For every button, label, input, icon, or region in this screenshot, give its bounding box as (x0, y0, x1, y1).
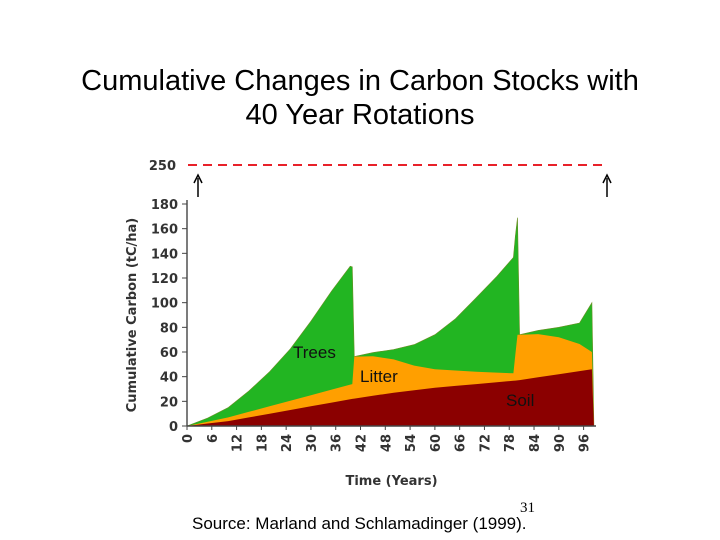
y-axis-title: Cumulative Carbon (tC/ha) (125, 218, 140, 412)
y-tick-label: 120 (151, 272, 178, 287)
slide-title: Cumulative Changes in Carbon Stocks with… (0, 64, 720, 132)
x-tick-label: 90 (553, 434, 568, 452)
x-tick-label: 66 (454, 434, 469, 452)
x-tick-label: 36 (330, 434, 345, 452)
y-tick-label: 140 (151, 247, 178, 262)
x-tick-label: 18 (255, 434, 270, 452)
y-tick-label: 80 (160, 321, 178, 336)
x-tick-label: 12 (231, 434, 246, 452)
y-tick-label: 100 (151, 297, 178, 312)
x-tick-label: 6 (206, 434, 221, 443)
annotation-soil: Soil (506, 391, 534, 410)
y-tick-label: 160 (151, 223, 178, 238)
y-tick-label: 40 (160, 371, 178, 386)
y-tick-label: 60 (160, 346, 178, 361)
slide-title-line1: Cumulative Changes in Carbon Stocks with (81, 65, 639, 97)
reference-arrow-left-head (193, 173, 203, 184)
y-tick-label: 20 (160, 395, 178, 410)
x-tick-label: 54 (404, 434, 419, 452)
x-tick-label: 60 (429, 434, 444, 452)
y-tick-label: 180 (151, 198, 178, 213)
reference-arrow-right-head (602, 173, 612, 184)
x-tick-label: 72 (478, 434, 493, 452)
y-tick-label: 0 (169, 420, 178, 435)
x-tick-label: 0 (181, 434, 196, 443)
source-citation: Source: Marland and Schlamadinger (1999)… (192, 514, 527, 533)
x-tick-label: 30 (305, 434, 320, 452)
x-tick-label: 24 (280, 434, 295, 452)
x-tick-label: 78 (503, 434, 518, 452)
x-tick-label: 48 (379, 434, 394, 452)
area-soil (187, 369, 594, 426)
annotation-litter: Litter (360, 367, 398, 386)
slide-title-line2: 40 Year Rotations (245, 99, 475, 131)
reference-line-label: 250 (149, 159, 176, 174)
x-axis-title: Time (Years) (345, 474, 437, 489)
annotation-trees: Trees (293, 343, 336, 362)
x-tick-label: 42 (355, 434, 370, 452)
page-number: 31 (520, 500, 535, 516)
x-tick-label: 96 (578, 434, 593, 452)
x-tick-label: 84 (528, 434, 543, 452)
